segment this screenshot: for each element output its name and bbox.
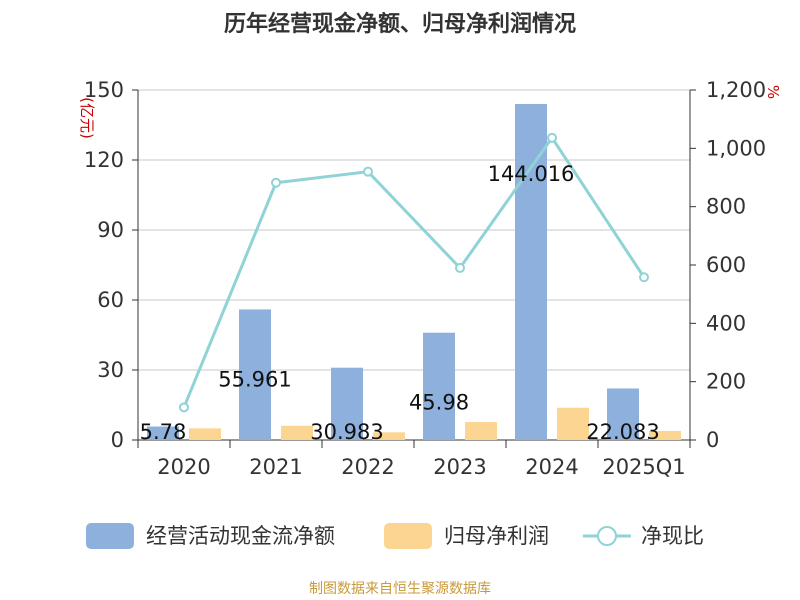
bar-operating-cashflow [607,388,639,440]
y-left-tick-label: 90 [97,218,124,242]
point-cash-ratio [179,402,189,413]
legend-label-operating-cashflow: 经营活动现金流净额 [146,524,335,548]
y-right-tick-label: 200 [706,370,746,394]
bar-operating-cashflow [423,332,455,440]
point-cash-ratio [363,166,373,177]
bar-net-profit [373,432,405,440]
legend-swatch-operating-cashflow [86,523,134,549]
point-cash-ratio [639,272,649,283]
x-tick-label: 2022 [341,455,394,479]
bar-net-profit [649,430,681,440]
bar-net-profit [465,422,497,440]
legend-swatch-net-profit [384,523,432,549]
y-left-tick-label: 0 [111,428,124,452]
data-label: 22.083 [586,420,659,444]
bar-net-profit [189,428,221,440]
y-left-tick-label: 120 [84,148,124,172]
y-right-unit: % [764,85,782,99]
y-right-tick-label: 800 [706,195,746,219]
y-right-tick-label: 400 [706,311,746,335]
bar-net-profit [557,407,589,440]
x-tick-label: 2025Q1 [602,455,685,479]
x-tick-label: 2023 [433,455,486,479]
bar-operating-cashflow [515,103,547,440]
data-label: 30.983 [310,420,383,444]
y-right-tick-label: 1,000 [706,136,766,160]
y-left-tick-label: 150 [84,78,124,102]
data-label: 45.98 [409,391,469,415]
x-tick-label: 2021 [249,455,302,479]
y-right-tick-label: 600 [706,253,746,277]
bar-net-profit [281,425,313,440]
data-label: 55.961 [218,367,291,391]
y-left-tick-label: 30 [97,358,124,382]
legend-label-cash-ratio: 净现比 [641,524,704,548]
y-left-tick-label: 60 [97,288,124,312]
line-cash-ratio [182,135,646,408]
bar-operating-cashflow [239,309,271,440]
point-cash-ratio [455,262,465,273]
x-tick-label: 2020 [157,455,210,479]
data-label: 144.016 [488,162,575,186]
chart-title: 历年经营现金净额、归母净利润情况 [223,12,576,37]
legend-marker-cash-ratio [597,526,617,546]
y-left-unit: (亿元) [78,97,96,139]
y-right-tick-label: 0 [706,428,719,452]
y-right-tick-label: 1,200 [706,78,766,102]
source-note: 制图数据来自恒生聚源数据库 [309,581,491,597]
legend-label-net-profit: 归母净利润 [444,524,549,548]
point-cash-ratio [547,132,557,143]
bar-operating-cashflow [147,426,179,440]
point-cash-ratio [271,177,281,188]
x-tick-label: 2024 [525,455,578,479]
data-label: 5.78 [140,420,187,444]
bar-operating-cashflow [331,367,363,440]
